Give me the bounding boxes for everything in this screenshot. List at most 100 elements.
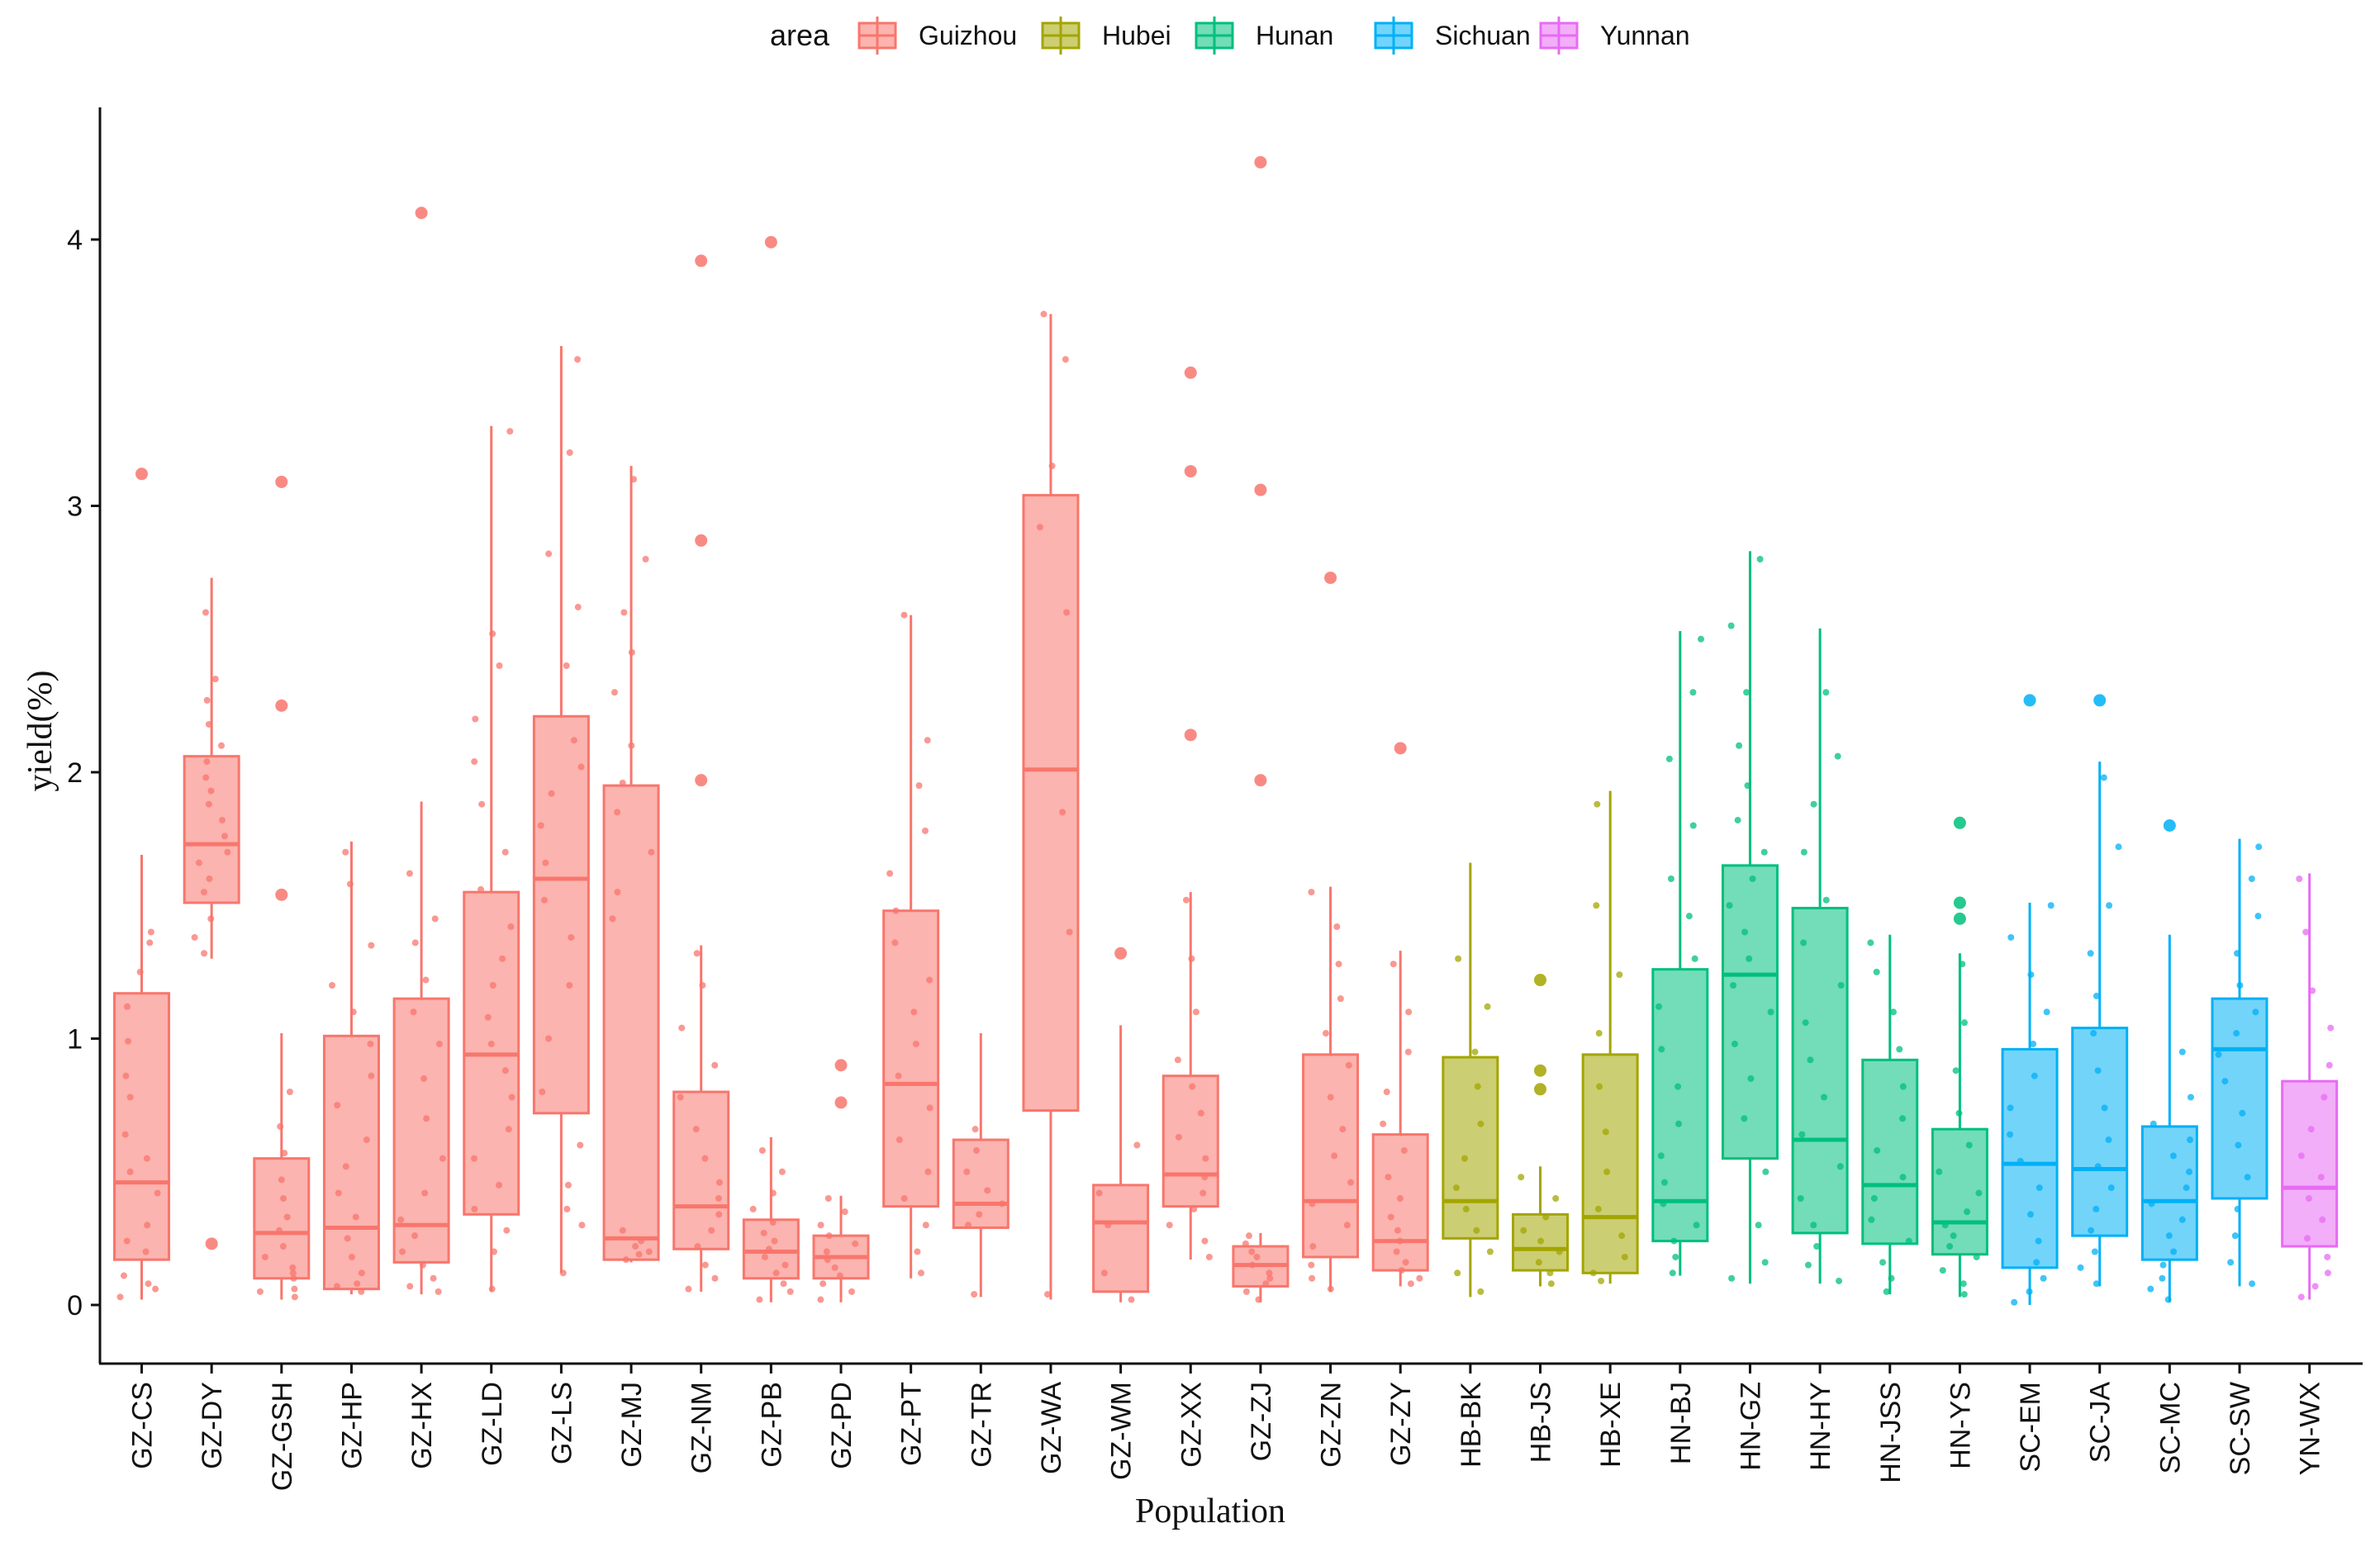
data-point bbox=[537, 822, 544, 829]
data-point bbox=[1520, 1226, 1527, 1234]
data-point bbox=[758, 1146, 766, 1154]
data-point bbox=[895, 1136, 903, 1144]
data-point bbox=[1689, 822, 1697, 829]
data-point bbox=[120, 1272, 127, 1279]
data-point bbox=[1800, 939, 1808, 947]
data-point bbox=[1675, 1083, 1682, 1090]
outlier-point bbox=[2093, 694, 2107, 707]
data-point bbox=[202, 774, 210, 781]
data-point bbox=[126, 1168, 134, 1175]
data-point bbox=[203, 758, 211, 766]
data-point bbox=[1669, 1269, 1676, 1277]
data-point bbox=[2324, 1253, 2331, 1260]
data-point bbox=[1660, 1179, 1668, 1186]
data-point bbox=[1689, 689, 1697, 696]
data-point bbox=[628, 742, 635, 749]
x-tick-label: GZ-NM bbox=[686, 1382, 718, 1473]
box-hn-gz bbox=[1721, 551, 1779, 1284]
data-point bbox=[471, 758, 478, 766]
data-point bbox=[1744, 782, 1751, 790]
data-point bbox=[635, 1250, 643, 1258]
box-iqr bbox=[183, 755, 240, 904]
data-point bbox=[1603, 1168, 1611, 1175]
data-point bbox=[2309, 987, 2316, 994]
data-point bbox=[1486, 1248, 1494, 1255]
data-point bbox=[976, 1211, 983, 1218]
data-point bbox=[2170, 1248, 2178, 1255]
data-point bbox=[507, 923, 515, 931]
data-point bbox=[1383, 1089, 1390, 1095]
data-point bbox=[489, 982, 496, 989]
data-point bbox=[1189, 1083, 1196, 1090]
data-point bbox=[1621, 1253, 1628, 1260]
data-point bbox=[711, 1061, 719, 1069]
outlier-point bbox=[1254, 155, 1267, 168]
data-point bbox=[912, 1040, 919, 1047]
legend-label-hubei: Hubei bbox=[1102, 21, 1171, 50]
outlier-point bbox=[695, 254, 708, 268]
data-point bbox=[771, 1237, 778, 1245]
data-point bbox=[435, 1288, 442, 1295]
data-point bbox=[147, 928, 154, 936]
x-tick-label: GZ-HP bbox=[336, 1382, 368, 1469]
data-point bbox=[701, 1261, 709, 1269]
data-point bbox=[824, 1195, 832, 1202]
data-point bbox=[1556, 1248, 1563, 1255]
x-tick-label: GZ-LD bbox=[477, 1382, 508, 1466]
data-point bbox=[694, 1243, 701, 1250]
data-point bbox=[1484, 1003, 1491, 1010]
data-point bbox=[1810, 800, 1817, 808]
data-point bbox=[2231, 1232, 2239, 1240]
data-point bbox=[1066, 928, 1073, 936]
legend-label-guizhou: Guizhou bbox=[919, 21, 1017, 50]
data-point bbox=[411, 1232, 419, 1240]
data-point bbox=[566, 449, 573, 456]
data-point bbox=[136, 968, 144, 975]
data-point bbox=[1810, 1222, 1817, 1229]
data-point bbox=[1965, 1141, 1973, 1149]
data-point bbox=[484, 1013, 492, 1021]
data-point bbox=[1188, 955, 1195, 962]
data-point bbox=[1407, 1280, 1414, 1288]
data-point bbox=[508, 1094, 515, 1101]
data-point bbox=[2043, 1008, 2050, 1016]
data-point bbox=[685, 1285, 692, 1293]
data-point bbox=[1398, 1267, 1405, 1274]
data-point bbox=[715, 1179, 723, 1186]
data-point bbox=[1309, 1243, 1317, 1250]
data-point bbox=[1248, 1248, 1256, 1255]
data-point bbox=[352, 1213, 359, 1221]
data-point bbox=[1309, 1274, 1316, 1282]
box-iqr bbox=[1092, 1184, 1150, 1293]
data-point bbox=[2178, 1216, 2186, 1223]
data-point bbox=[146, 939, 154, 947]
data-point bbox=[503, 1226, 511, 1234]
data-point bbox=[1546, 1269, 1554, 1277]
x-tick-label: GZ-TR bbox=[966, 1382, 997, 1468]
x-tick-label: HN-HY bbox=[1805, 1382, 1836, 1471]
data-point bbox=[708, 1226, 715, 1234]
data-point bbox=[749, 1205, 757, 1212]
data-point bbox=[1396, 1237, 1404, 1245]
x-tick-label: GZ-GSH bbox=[267, 1382, 298, 1491]
y-tick-label: 4 bbox=[67, 225, 83, 256]
data-point bbox=[501, 1067, 509, 1075]
data-point bbox=[574, 356, 582, 363]
data-point bbox=[2007, 1131, 2014, 1138]
data-point bbox=[1402, 1259, 1409, 1266]
data-point bbox=[1896, 1046, 1903, 1053]
outlier-point bbox=[764, 235, 777, 249]
data-point bbox=[506, 428, 514, 435]
data-point bbox=[780, 1280, 787, 1288]
data-point bbox=[145, 1280, 152, 1288]
data-point bbox=[1589, 1269, 1597, 1277]
data-point bbox=[205, 720, 212, 728]
data-point bbox=[2297, 1152, 2305, 1160]
box-gz-zj bbox=[1232, 155, 1290, 1303]
data-point bbox=[368, 942, 375, 949]
outlier-point bbox=[1324, 572, 1337, 585]
x-tick-label: HB-XE bbox=[1595, 1382, 1627, 1468]
data-point bbox=[2234, 1205, 2241, 1212]
box-gz-hp bbox=[322, 841, 380, 1295]
data-point bbox=[1946, 1243, 1954, 1250]
